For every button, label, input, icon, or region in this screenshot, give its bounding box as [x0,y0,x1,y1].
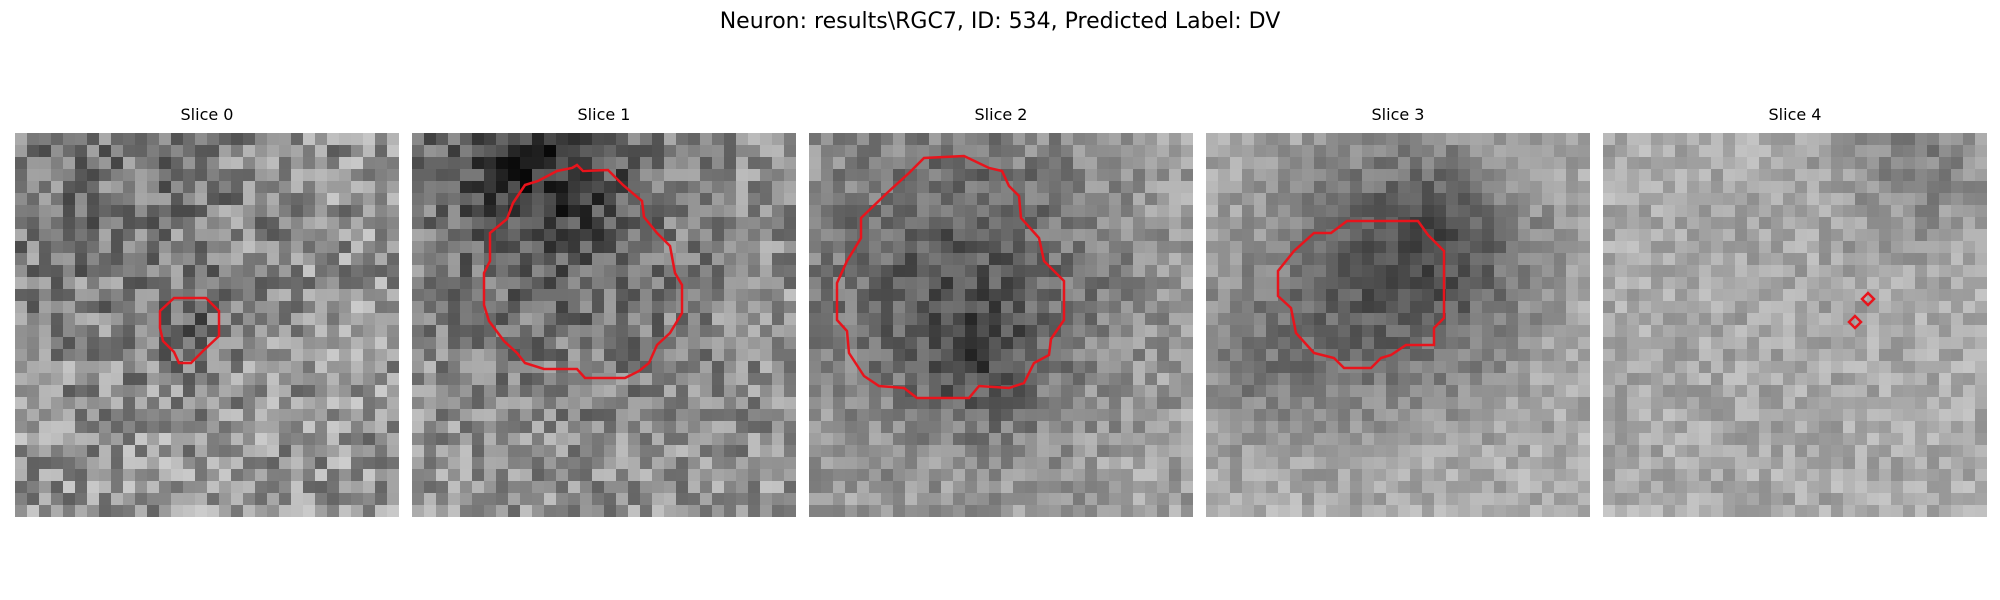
slice-title: Slice 4 [1768,105,1822,124]
grayscale-texture [809,133,1193,517]
roi-contour [1276,219,1446,370]
slice-title: Slice 1 [577,105,631,124]
slice-title: Slice 2 [974,105,1028,124]
figure-title: Neuron: results\RGC7, ID: 534, Predicted… [719,9,1281,34]
roi-contour [1860,291,1876,307]
slice-image-4 [1603,133,1987,517]
roi-contour [482,163,684,380]
grayscale-texture [15,133,399,517]
slice-image-3 [1206,133,1590,517]
grayscale-texture [1206,133,1590,517]
roi-contour [158,296,221,365]
slice-image-2 [809,133,1193,517]
slice-image-0 [15,133,399,517]
slice-title: Slice 0 [180,105,234,124]
slice-image-1 [412,133,796,517]
roi-contour [835,154,1066,400]
slice-title: Slice 3 [1371,105,1425,124]
roi-contour [1847,314,1863,330]
grayscale-texture [412,133,796,517]
grayscale-texture [1603,133,1987,517]
